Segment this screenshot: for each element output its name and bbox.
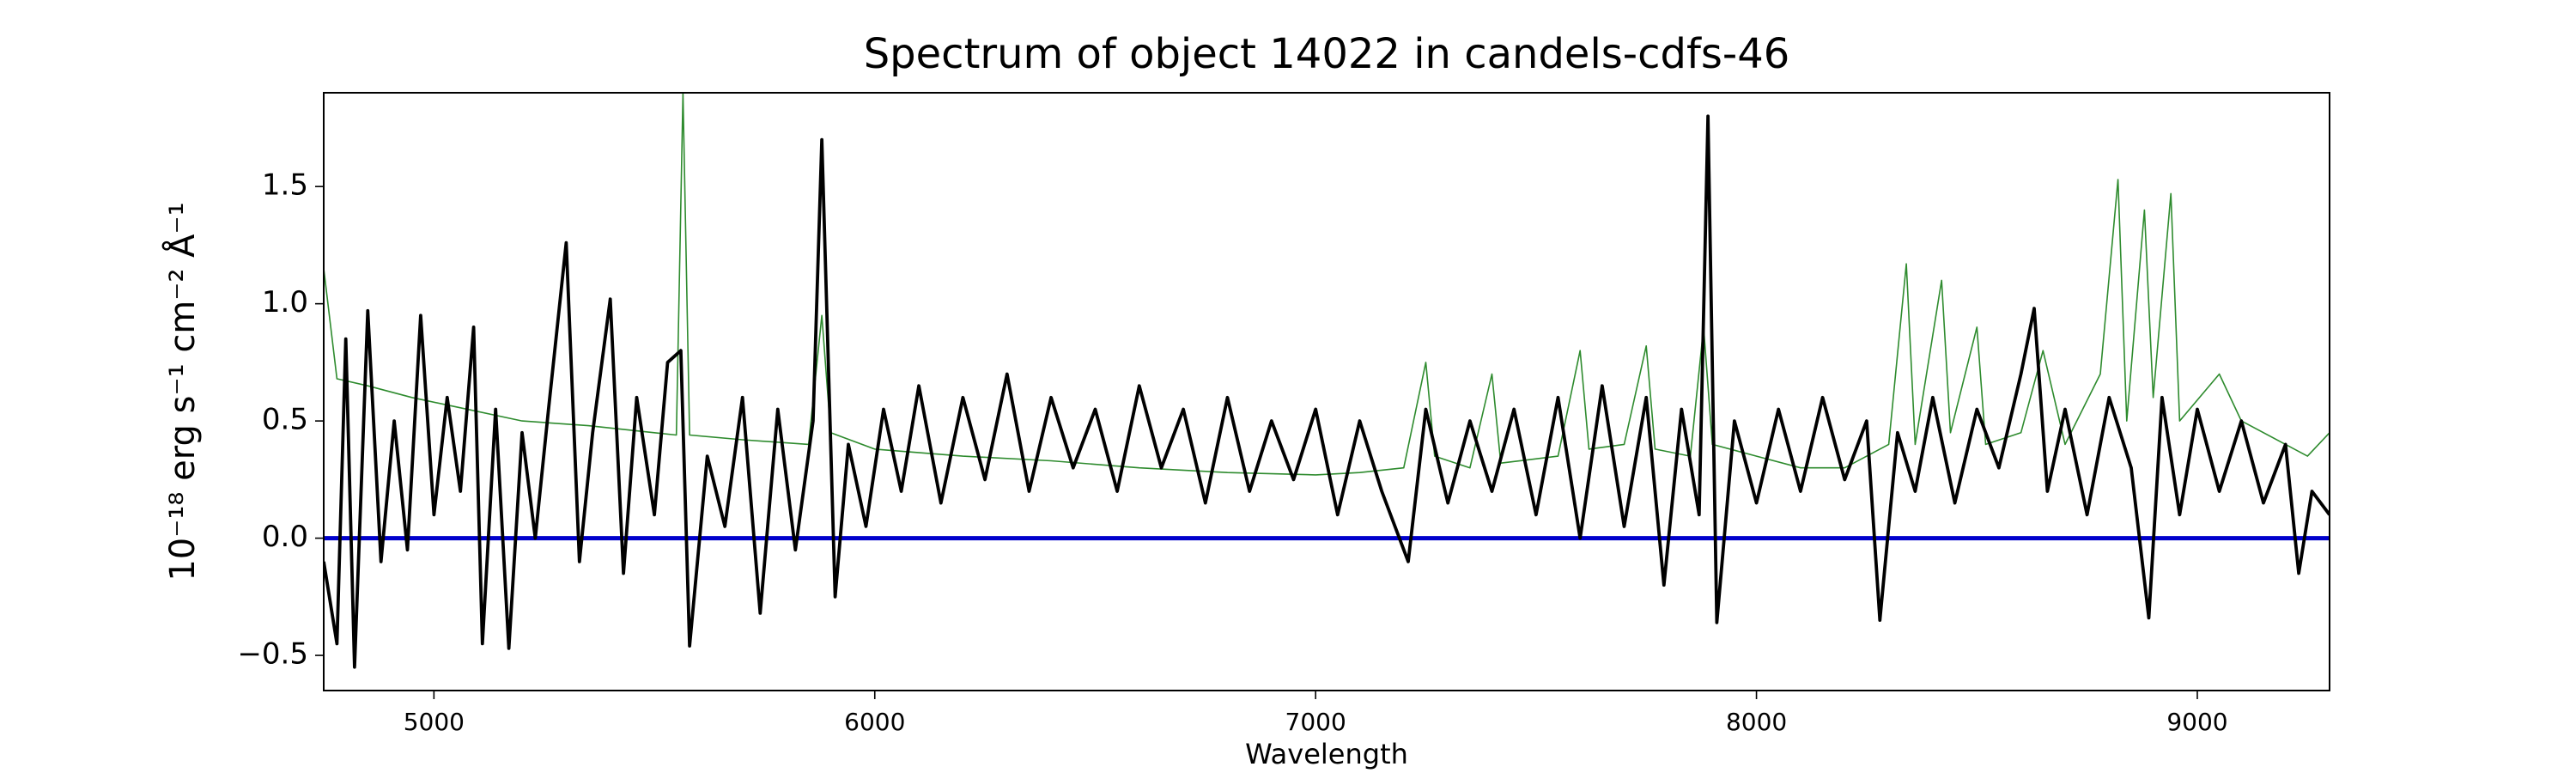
- spectrum-line: [324, 114, 2330, 669]
- x-axis-label: Wavelength: [1245, 738, 1408, 770]
- x-tick-label: 5000: [404, 708, 465, 736]
- y-tick-label: 0.0: [262, 520, 308, 554]
- x-tick-label: 9000: [2166, 708, 2227, 736]
- x-tick-label: 8000: [1726, 708, 1787, 736]
- plot-frame: [323, 92, 2330, 691]
- y-tick-label: 1.5: [262, 168, 308, 203]
- x-tick-label: 7000: [1285, 708, 1346, 736]
- y-tick-label: 1.0: [262, 285, 308, 320]
- plot-area: [324, 93, 2330, 669]
- x-tick-label: 6000: [844, 708, 905, 736]
- y-tick-label: 0.5: [262, 403, 308, 437]
- y-tick-label: −0.5: [237, 637, 308, 672]
- chart-title: Spectrum of object 14022 in candels-cdfs…: [864, 30, 1790, 78]
- y-axis-label: 10⁻¹⁸ erg s⁻¹ cm⁻² Å⁻¹: [161, 202, 203, 581]
- spectrum-line: [324, 93, 2330, 476]
